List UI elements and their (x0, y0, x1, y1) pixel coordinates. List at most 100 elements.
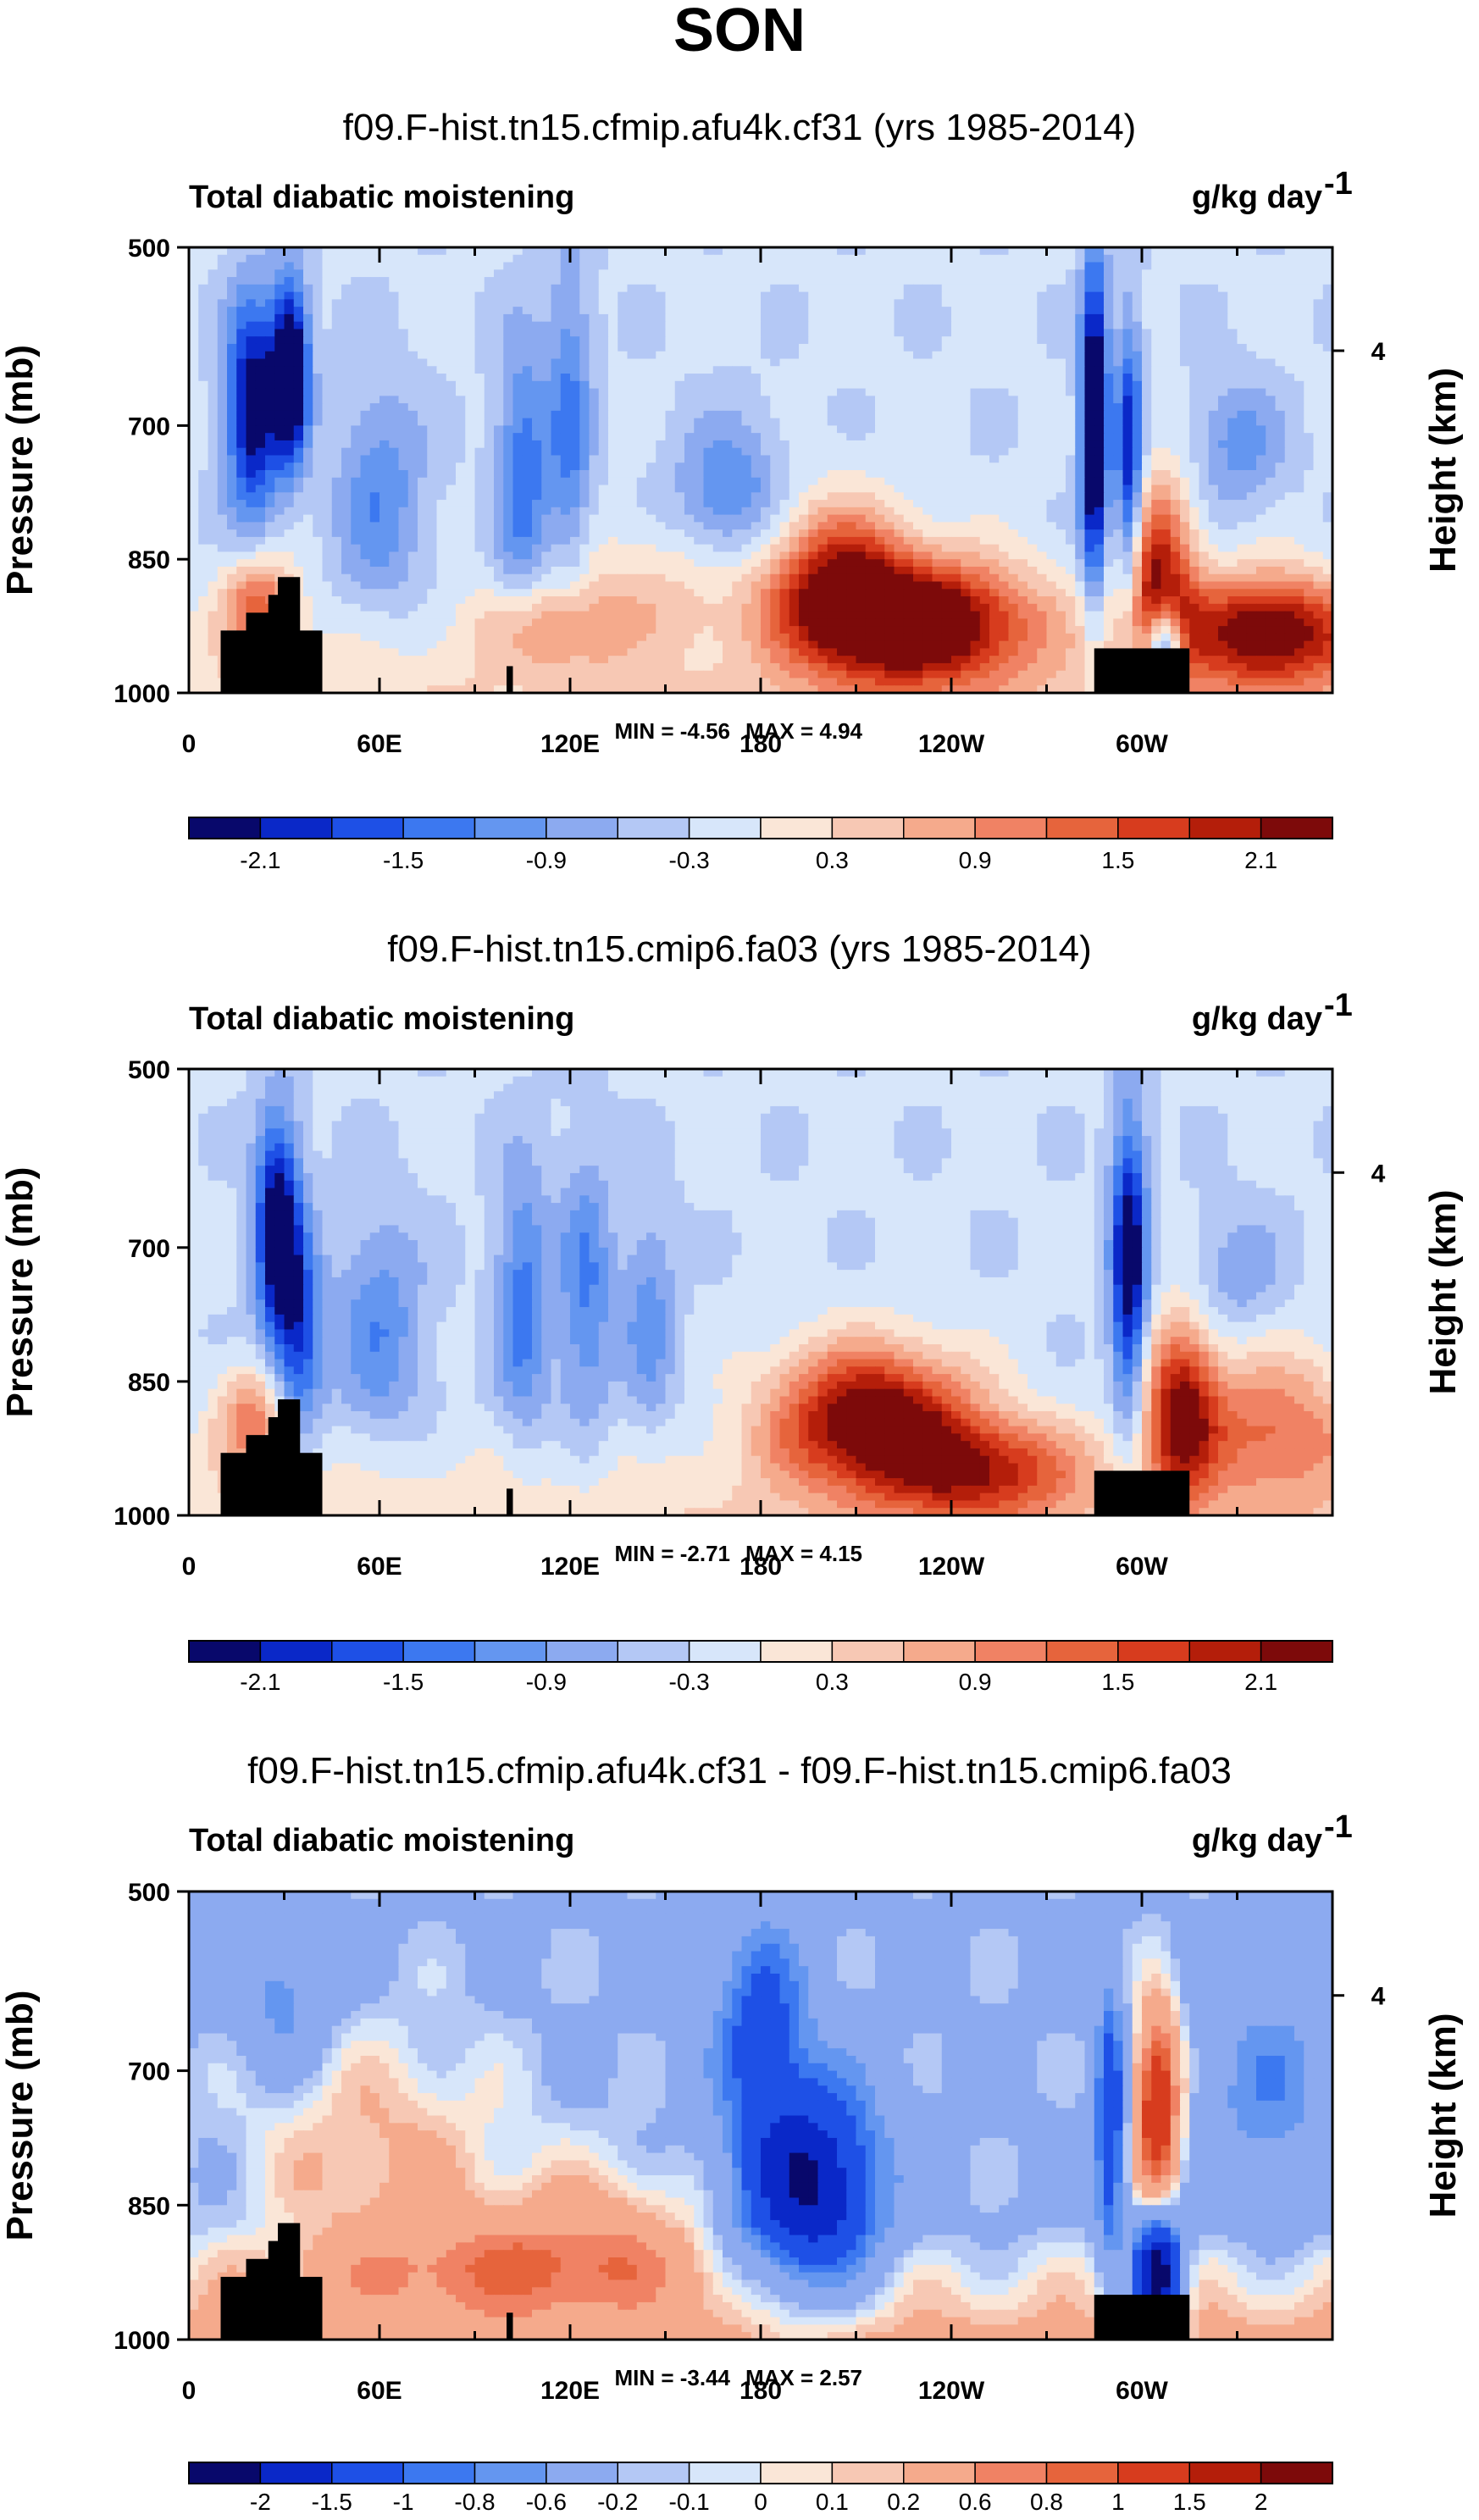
contour-cell (551, 410, 562, 419)
contour-cell (989, 522, 1000, 530)
contour-cell (1237, 500, 1248, 508)
contour-cell (1256, 418, 1266, 426)
contour-cell (1208, 536, 1219, 546)
contour-cell (341, 366, 352, 374)
contour-cell (741, 284, 752, 293)
contour-cell (856, 254, 867, 263)
contour-cell (407, 396, 418, 404)
contour-cell (1199, 336, 1210, 345)
contour-cell (512, 544, 523, 553)
contour-cell (284, 313, 295, 323)
contour-cell (1094, 247, 1105, 256)
contour-cell (265, 507, 275, 516)
contour-cell (684, 536, 695, 546)
contour-cell (1313, 544, 1324, 553)
contour-cell (894, 514, 905, 523)
contour-cell (1055, 284, 1066, 293)
contour-cell (465, 262, 476, 270)
contour-cell (1180, 329, 1190, 337)
contour-cell (255, 529, 266, 538)
contour-cell (1294, 307, 1305, 315)
contour-cell (1151, 336, 1162, 345)
contour-cell (407, 380, 418, 390)
contour-cell (293, 536, 304, 546)
contour-cell (541, 262, 552, 270)
contour-cell (532, 440, 542, 449)
contour-cell (351, 358, 362, 367)
contour-cell (1266, 299, 1277, 307)
contour-cell (1246, 351, 1257, 360)
contour-cell (598, 247, 609, 256)
contour-cell (456, 284, 466, 293)
contour-cell (274, 507, 285, 516)
contour-cell (198, 374, 209, 382)
contour-cell (284, 507, 295, 516)
contour-cell (608, 313, 618, 323)
contour-cell (1304, 343, 1315, 352)
contour-cell (875, 351, 885, 360)
contour-cell (284, 477, 295, 486)
contour-cell (255, 366, 266, 374)
contour-cell (1256, 470, 1266, 479)
contour-cell (837, 500, 847, 508)
contour-cell (369, 321, 380, 330)
contour-cell (512, 343, 523, 352)
contour-cell (989, 544, 1000, 553)
contour-cell (331, 551, 342, 560)
contour-cell (1199, 462, 1210, 471)
contour-cell (351, 343, 362, 352)
contour-cell (465, 313, 476, 323)
contour-cell (1246, 440, 1257, 449)
contour-cell (1066, 544, 1076, 553)
contour-cell (379, 403, 390, 412)
contour-cell (1132, 410, 1143, 419)
contour-cell (1266, 388, 1277, 396)
contour-cell (1066, 433, 1076, 441)
contour-cell (665, 366, 676, 374)
contour-cell (723, 455, 733, 463)
contour-cell (932, 396, 943, 404)
contour-cell (1066, 492, 1076, 501)
contour-cell (627, 254, 638, 263)
contour-cell (570, 343, 580, 352)
contour-cell (999, 262, 1010, 270)
contour-cell (608, 380, 618, 390)
contour-cell (551, 284, 562, 293)
contour-cell (922, 374, 933, 382)
contour-cell (313, 544, 324, 553)
contour-cell (265, 500, 275, 508)
contour-cell (570, 374, 580, 382)
contour-cell (941, 425, 952, 434)
contour-cell (827, 462, 838, 471)
contour-cell (570, 462, 580, 471)
contour-cell (1170, 329, 1181, 337)
contour-cell (293, 284, 304, 293)
contour-cell (970, 403, 981, 412)
contour-cell (465, 500, 476, 508)
contour-cell (608, 470, 618, 479)
contour-cell (817, 388, 828, 396)
contour-cell (1322, 492, 1333, 501)
contour-cell (894, 247, 905, 256)
contour-cell (418, 321, 428, 330)
contour-cell (522, 418, 533, 426)
contour-cell (913, 247, 923, 256)
contour-cell (418, 277, 428, 285)
contour-cell (198, 403, 209, 412)
contour-cell (398, 492, 409, 501)
contour-cell (999, 447, 1010, 457)
contour-cell (1094, 269, 1105, 278)
contour-cell (341, 410, 352, 419)
contour-cell (1180, 440, 1190, 449)
contour-cell (1151, 380, 1162, 390)
contour-cell (360, 462, 371, 471)
contour-cell (418, 455, 428, 463)
contour-cell (198, 307, 209, 315)
contour-cell (1208, 247, 1219, 256)
contour-cell (570, 477, 580, 486)
contour-cell (779, 269, 790, 278)
contour-cell (1227, 299, 1238, 307)
contour-cell (1084, 500, 1095, 508)
contour-cell (1104, 284, 1114, 293)
contour-cell (598, 374, 609, 382)
